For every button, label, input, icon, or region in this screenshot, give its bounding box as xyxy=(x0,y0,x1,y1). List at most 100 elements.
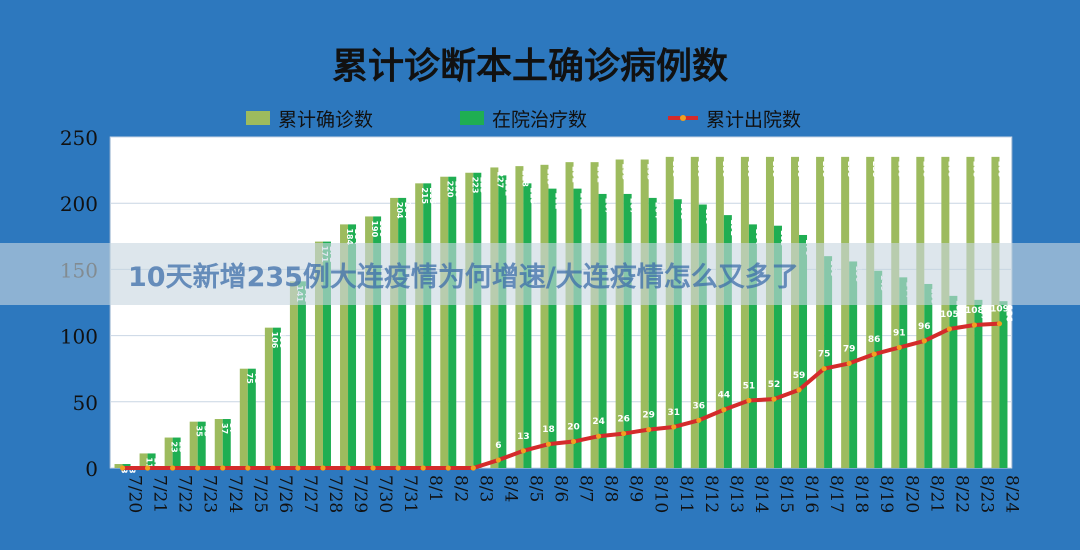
bar-cumulative xyxy=(816,156,825,469)
x-tick-label: 8/9 xyxy=(626,475,646,502)
y-tick-label: 0 xyxy=(85,457,98,481)
x-tick-label: 8/7 xyxy=(576,475,596,502)
line-point xyxy=(320,465,326,471)
bar-cumulative xyxy=(214,419,223,468)
line-value-label: 59 xyxy=(793,371,806,381)
legend: 累计确诊数 在院治疗数 累计出院数 xyxy=(246,109,801,131)
line-point xyxy=(796,387,802,393)
bar2-value-label: 211 xyxy=(579,193,588,210)
line-point xyxy=(721,407,727,413)
bar-value-label: 184 xyxy=(345,228,354,245)
bar-value-label: 227 xyxy=(495,171,504,188)
line-point xyxy=(144,465,151,471)
bar-value-label: 235 xyxy=(971,161,980,178)
bar-value-label: 235 xyxy=(721,161,730,178)
bar2-value-label: 220 xyxy=(453,181,462,198)
x-tick-label: 8/5 xyxy=(525,475,545,502)
line-point xyxy=(470,465,476,471)
bar-cumulative xyxy=(916,156,925,469)
bar-in-hospital xyxy=(172,437,181,468)
bar2-value-label: 191 xyxy=(729,219,738,236)
bar-cumulative xyxy=(941,156,950,469)
x-tick-label: 8/2 xyxy=(450,475,470,502)
y-tick-label: 50 xyxy=(73,391,98,415)
line-point xyxy=(821,366,827,372)
legend-swatch-marker xyxy=(680,115,686,121)
bar-value-label: 235 xyxy=(746,161,755,178)
bar-in-hospital xyxy=(849,261,858,468)
bar-in-hospital xyxy=(924,283,933,468)
bar-in-hospital xyxy=(423,183,432,468)
line-point xyxy=(245,465,251,471)
bar-in-hospital xyxy=(322,241,331,468)
line-value-label: 26 xyxy=(617,415,630,425)
bar-cumulative xyxy=(365,216,374,468)
bar-in-hospital xyxy=(272,327,281,468)
line-point xyxy=(170,465,176,471)
legend-label: 累计确诊数 xyxy=(278,109,373,131)
bar-cumulative xyxy=(891,156,900,469)
bar-value-label: 23 xyxy=(170,442,179,453)
line-value-label: 44 xyxy=(718,391,731,401)
line-point xyxy=(495,457,501,463)
bar2-value-label: 221 xyxy=(503,179,512,196)
line-point xyxy=(370,465,376,471)
x-tick-label: 7/30 xyxy=(375,475,395,513)
bar-value-label: 35 xyxy=(195,426,204,438)
bar-in-hospital xyxy=(598,193,607,468)
legend-swatch xyxy=(460,111,484,125)
bar-in-hospital xyxy=(348,224,357,468)
x-tick-label: 8/24 xyxy=(1001,475,1021,513)
bar-in-hospital xyxy=(398,197,407,469)
bar-cumulative xyxy=(490,167,499,468)
line-discharged xyxy=(122,321,1000,470)
x-tick-label: 8/21 xyxy=(926,475,946,513)
bar-cumulative xyxy=(239,368,248,468)
x-tick-label: 7/22 xyxy=(175,475,195,513)
bar-value-label: 229 xyxy=(545,169,554,186)
line-point xyxy=(621,430,627,437)
bar-value-label: 235 xyxy=(796,161,805,178)
legend-label: 累计出院数 xyxy=(706,109,801,131)
bar-in-hospital xyxy=(799,234,808,468)
bar-cumulative xyxy=(966,156,975,469)
x-tick-label: 8/13 xyxy=(726,475,746,513)
y-tick-label: 100 xyxy=(60,325,98,349)
line-value-label: 18 xyxy=(542,425,555,435)
bar-value-label: 235 xyxy=(821,161,830,178)
line-value-label: 13 xyxy=(517,432,530,442)
watermark-banner: 10天新增235例大连疫情为何增速/大连疫情怎么又多了 xyxy=(0,243,1080,305)
x-tick-label: 8/6 xyxy=(550,475,570,502)
bar-value-label: 231 xyxy=(596,166,605,183)
bar-in-hospital xyxy=(623,193,632,468)
bar-value-label: 3 xyxy=(120,468,129,474)
line-value-label: 51 xyxy=(743,381,756,391)
line-point xyxy=(395,465,401,471)
bar-in-hospital xyxy=(523,183,532,468)
chart-title: 累计诊断本土确诊病例数 xyxy=(332,46,728,87)
x-tick-label: 8/3 xyxy=(475,475,495,502)
bar-in-hospital xyxy=(548,188,557,469)
watermark-text: 10天新增235例大连疫情为何增速/大连疫情怎么又多了 xyxy=(128,261,799,293)
bar-cumulative xyxy=(314,241,323,468)
x-tick-label: 8/18 xyxy=(851,475,871,513)
bar-in-hospital xyxy=(673,199,682,468)
line-layer: 6 13 18 20 24 26 29 31 36 44 51 52 59 75 79 86 91 96 105 10… xyxy=(119,305,1009,471)
line-point xyxy=(420,465,426,471)
x-tick-label: 7/21 xyxy=(150,475,170,513)
x-tick-label: 7/24 xyxy=(225,475,245,513)
bar-value-label: 220 xyxy=(445,181,454,198)
line-value-label: 105 xyxy=(940,310,959,320)
bar-cumulative xyxy=(765,156,774,469)
line-point xyxy=(746,397,752,404)
bar-cumulative xyxy=(841,156,850,469)
bar-value-label: 235 xyxy=(946,161,955,178)
x-tick-label: 7/26 xyxy=(275,475,295,513)
bar2-value-label: 223 xyxy=(478,177,487,194)
x-tick-label: 8/17 xyxy=(826,475,846,513)
bar-in-hospital xyxy=(473,172,482,469)
bar2-value-label: 23 xyxy=(178,442,187,453)
bar-in-hospital xyxy=(498,175,507,468)
bar-cumulative xyxy=(791,156,800,469)
y-tick-label: 200 xyxy=(60,192,98,216)
